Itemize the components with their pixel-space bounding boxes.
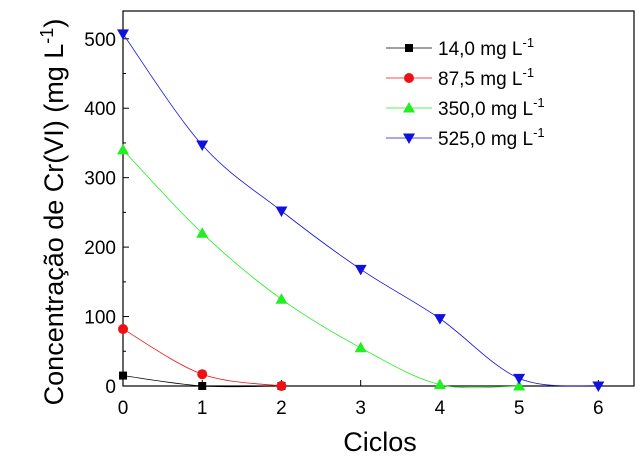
x-tick-label: 3	[355, 398, 366, 419]
x-tick-label: 4	[435, 398, 446, 419]
legend-label-superscript: -1	[533, 125, 545, 140]
y-axis-label-close: )	[39, 19, 69, 28]
legend-label-superscript: -1	[533, 95, 545, 110]
y-axis-ticks: 0 100 200 300 400 500	[84, 30, 129, 398]
legend-label-superscript: -1	[523, 35, 535, 50]
data-point	[117, 29, 129, 40]
data-point	[198, 382, 207, 390]
x-tick-label: 1	[197, 398, 208, 419]
data-point	[117, 143, 129, 155]
y-tick-label: 100	[84, 308, 116, 329]
plot-frame	[122, 10, 635, 387]
y-tick-label: 0	[105, 377, 116, 398]
series-line	[122, 149, 520, 389]
data-point	[433, 378, 446, 390]
y-axis-label-superscript: -1	[37, 28, 57, 44]
legend-label: 87,5 mg L-1	[438, 65, 534, 90]
data-point	[276, 381, 287, 391]
y-axis-label: Concentração de Cr(VI) (mg L-1)	[37, 19, 69, 406]
data-point	[275, 293, 288, 304]
x-tick-label: 6	[593, 398, 604, 419]
data-point	[354, 264, 367, 276]
data-point	[118, 324, 128, 335]
x-axis-label: Ciclos	[343, 427, 417, 457]
y-tick-label: 400	[84, 99, 116, 120]
data-point	[196, 140, 209, 152]
x-tick-label: 5	[514, 398, 525, 419]
y-tick-label: 500	[84, 30, 116, 51]
y-axis-label-main: Concentração de Cr(VI) (mg L	[39, 44, 69, 406]
legend-label-text: 87,5 mg L	[438, 69, 523, 90]
legend-label-text: 525,0 mg L	[438, 129, 533, 150]
legend-marker	[405, 44, 413, 52]
data-point	[513, 380, 526, 391]
series-layer	[117, 29, 605, 392]
legend-item: 14,0 mg L-1	[386, 35, 534, 60]
data-point	[197, 369, 208, 380]
y-tick-label: 300	[84, 169, 116, 190]
legend-label: 350,0 mg L-1	[438, 95, 545, 120]
data-point	[275, 206, 288, 217]
x-tick-label: 0	[118, 398, 129, 419]
legend-label-text: 14,0 mg L	[438, 39, 523, 60]
legend-item: 87,5 mg L-1	[386, 65, 534, 90]
legend-label: 14,0 mg L-1	[438, 35, 534, 60]
legend-label-superscript: -1	[523, 65, 535, 80]
y-tick-label: 200	[84, 238, 116, 259]
legend-marker	[403, 133, 415, 144]
legend-marker	[403, 102, 415, 113]
x-tick-label: 2	[276, 398, 287, 419]
series-line	[122, 33, 599, 387]
data-point	[354, 341, 367, 353]
data-point	[119, 371, 127, 380]
legend-item: 525,0 mg L-1	[386, 125, 545, 150]
legend-label-text: 350,0 mg L	[438, 99, 533, 120]
series-3	[117, 143, 526, 391]
series-4	[117, 29, 605, 392]
series-2	[118, 324, 287, 391]
legend-label: 525,0 mg L-1	[438, 125, 545, 150]
data-point	[513, 373, 526, 385]
data-point	[592, 381, 605, 392]
legend-item: 350,0 mg L-1	[386, 95, 545, 120]
data-point	[196, 227, 209, 238]
data-point	[433, 314, 446, 325]
legend-marker	[404, 73, 414, 83]
